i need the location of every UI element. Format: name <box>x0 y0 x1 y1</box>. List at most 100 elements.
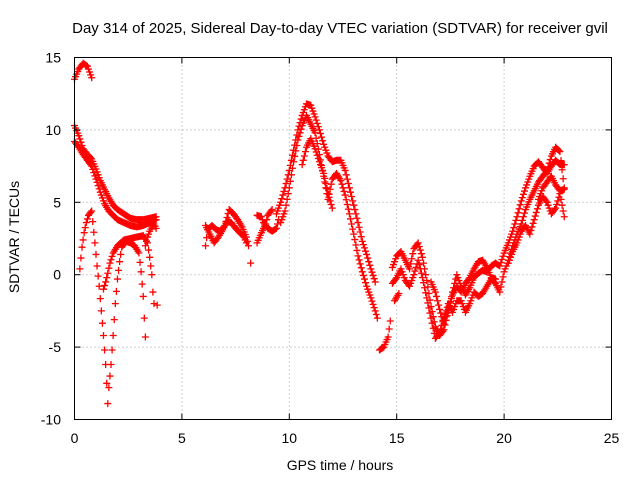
data-point <box>526 230 534 238</box>
data-point <box>290 158 298 166</box>
data-point <box>314 154 322 162</box>
data-point <box>299 156 307 164</box>
data-point <box>327 200 335 208</box>
data-point <box>348 220 356 228</box>
data-point <box>519 190 527 198</box>
data-point <box>367 294 375 302</box>
y-tick-labels: -10 -5 0 5 10 15 <box>41 50 61 428</box>
data-point <box>83 215 91 223</box>
data-point <box>319 137 327 145</box>
data-point <box>415 242 423 250</box>
data-point <box>367 265 375 273</box>
data-point <box>542 168 550 176</box>
data-point <box>542 197 550 205</box>
data-point <box>348 193 356 201</box>
data-point <box>521 209 529 217</box>
data-point <box>360 275 368 283</box>
data-point <box>347 215 355 223</box>
data-point <box>554 197 562 205</box>
data-point <box>435 330 443 338</box>
data-point <box>247 259 255 267</box>
data-point <box>510 224 518 232</box>
data-point <box>515 205 523 213</box>
data-point <box>530 216 538 224</box>
x-tick-label: 25 <box>604 430 620 446</box>
data-point <box>349 225 357 233</box>
data-point <box>421 284 429 292</box>
data-point <box>440 320 448 328</box>
data-point <box>145 246 153 254</box>
data-point <box>392 275 400 283</box>
x-tick-label: 0 <box>71 430 79 446</box>
data-point <box>420 259 428 267</box>
data-point <box>149 288 157 296</box>
data-point <box>514 209 522 217</box>
data-point <box>298 161 306 169</box>
data-point <box>297 115 305 123</box>
data-point <box>339 184 347 192</box>
data-point <box>352 241 360 249</box>
data-point <box>551 206 559 214</box>
data-point <box>527 227 535 235</box>
data-point <box>518 194 526 202</box>
data-point <box>364 254 372 262</box>
data-point <box>82 61 90 69</box>
data-point <box>152 224 160 232</box>
data-point <box>414 239 422 247</box>
data-point <box>498 255 506 263</box>
data-point <box>341 191 349 199</box>
data-point <box>87 208 95 216</box>
data-point <box>533 205 541 213</box>
data-point <box>137 268 145 276</box>
data-point <box>356 260 364 268</box>
data-point <box>418 253 426 261</box>
data-point <box>420 279 428 287</box>
data-point <box>354 252 362 260</box>
data-point <box>316 130 324 138</box>
data-point <box>327 180 335 188</box>
data-point <box>560 161 568 169</box>
data-point <box>92 175 100 183</box>
x-tick-labels: 0 5 10 15 20 25 <box>71 430 620 446</box>
x-tick-label: 10 <box>282 430 298 446</box>
data-point <box>521 187 529 195</box>
data-point <box>90 169 98 177</box>
data-point <box>557 195 565 203</box>
data-point <box>407 260 415 268</box>
data-point <box>300 152 308 160</box>
data-point <box>432 292 440 300</box>
data-point <box>445 302 453 310</box>
data-point <box>150 300 158 308</box>
data-point <box>312 148 320 156</box>
data-point <box>544 163 552 171</box>
data-point <box>511 220 519 228</box>
data-point <box>425 290 433 298</box>
data-point <box>423 294 431 302</box>
data-point <box>103 274 111 282</box>
data-point <box>443 309 451 317</box>
data-point <box>87 161 95 169</box>
data-point <box>386 317 394 325</box>
data-point <box>323 185 331 193</box>
data-point <box>76 265 84 273</box>
data-point <box>312 116 320 124</box>
data-point <box>516 201 524 209</box>
data-point <box>358 268 366 276</box>
data-point <box>202 242 210 250</box>
data-point <box>141 333 149 341</box>
data-point <box>106 372 114 380</box>
data-point <box>343 175 351 183</box>
data-point <box>362 279 370 287</box>
data-point <box>355 256 363 264</box>
data-point <box>347 188 355 196</box>
data-point <box>344 205 352 213</box>
data-point <box>80 229 88 237</box>
data-point <box>91 239 99 247</box>
data-point <box>517 197 525 205</box>
data-point <box>311 145 319 153</box>
data-point <box>425 304 433 312</box>
data-point <box>446 298 454 306</box>
data-point <box>385 325 393 333</box>
data-point <box>116 258 124 266</box>
